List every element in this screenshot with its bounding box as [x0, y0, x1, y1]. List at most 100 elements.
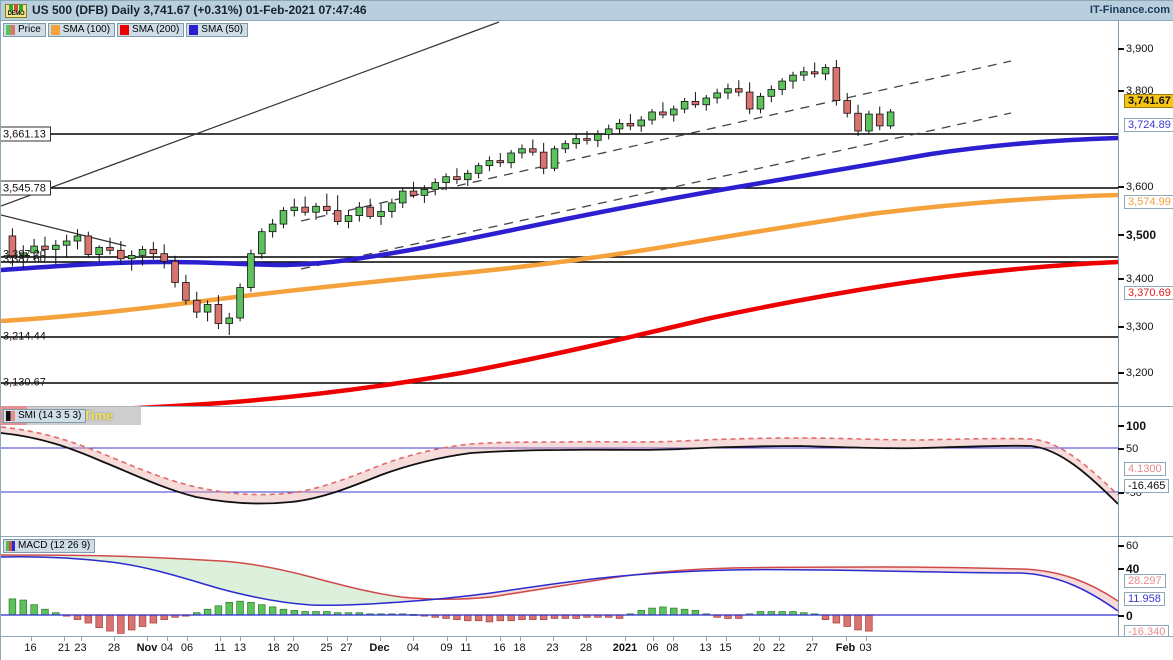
trendline-wedge — [1, 214, 127, 247]
candle — [268, 223, 277, 233]
price-tick-3400-mark — [1118, 278, 1124, 280]
date-label: 27 — [805, 642, 819, 654]
date-label: Feb — [835, 642, 856, 654]
price-tick-3200-mark — [1118, 372, 1124, 374]
candle — [810, 71, 819, 75]
candle — [832, 67, 841, 101]
legend-item-sma-50[interactable]: SMA (50) — [186, 23, 248, 37]
candle — [496, 160, 505, 164]
macd-bar — [268, 606, 277, 616]
smi-plot[interactable] — [1, 407, 1118, 536]
macd-tick-60-mark — [1118, 545, 1124, 547]
smi-swatch-icon — [6, 411, 15, 421]
candle — [290, 206, 299, 211]
date-tick — [114, 637, 115, 641]
candle — [550, 148, 559, 169]
macd-pane[interactable]: MACD (12 26 9) 60 40 0 28.297 11.958 -16… — [1, 536, 1173, 639]
candle — [312, 205, 320, 213]
candle — [680, 100, 689, 110]
price-pane[interactable]: 3,661.13 3,545.78 3,397.20 3,387.60 3,21… — [1, 21, 1173, 425]
candle — [236, 287, 244, 319]
smi-tick-50-mark — [1118, 448, 1124, 450]
legend-item-sma-200[interactable]: SMA (200) — [117, 23, 185, 37]
macd-histogram — [8, 598, 873, 634]
date-tick — [413, 637, 414, 641]
macd-line — [1, 555, 1118, 612]
date-axis[interactable]: 16 21 23 28 Nov 04 06 11 13 18 20 25 27 Dec 04 09 11 16 18… — [1, 636, 1173, 660]
macd-tick-40-mark — [1118, 568, 1124, 570]
candle — [192, 299, 201, 313]
macd-bar — [539, 614, 548, 620]
candle — [583, 138, 591, 141]
macd-tick-0-mark — [1118, 615, 1124, 617]
candle — [225, 317, 234, 324]
legend-item-macd[interactable]: MACD (12 26 9) — [3, 539, 96, 553]
candle — [800, 71, 808, 76]
candle — [735, 88, 743, 93]
macd-bar — [8, 598, 17, 616]
date-label: 04 — [160, 642, 174, 654]
macd-bar — [290, 610, 299, 616]
candle — [117, 249, 125, 260]
price-axis[interactable]: 3,900 3,800 3,600 3,500 3,400 3,300 3,20… — [1118, 21, 1173, 406]
candle — [323, 205, 331, 211]
sma-200-value-badge[interactable]: 3,370.69 — [1124, 286, 1173, 300]
candle — [214, 304, 223, 324]
date-label: 06 — [646, 642, 659, 654]
smi-signal-line — [1, 426, 1118, 496]
candle — [648, 111, 656, 121]
date-tick — [240, 637, 241, 641]
legend-item-price[interactable]: Price — [3, 23, 46, 37]
last-price-badge[interactable]: 3,741.67 — [1124, 94, 1173, 108]
macd-bar — [19, 599, 27, 616]
smi-value-badge[interactable]: -16.465 — [1124, 479, 1170, 493]
candle — [843, 100, 851, 114]
candle — [30, 245, 38, 254]
smi-pane[interactable]: SMI (14 3 5 3) 100 50 -50 4.1300 -16.465 — [1, 406, 1173, 536]
date-label: 16 — [24, 642, 37, 654]
level-label-3214: 3,214.44 — [3, 330, 46, 343]
macd-tick-0: 0 — [1126, 609, 1133, 623]
candle — [84, 235, 93, 255]
macd-signal-value-badge[interactable]: 28.297 — [1124, 574, 1166, 588]
candle — [854, 112, 862, 132]
candle — [789, 74, 797, 82]
candle — [561, 143, 570, 150]
candle — [106, 246, 114, 251]
candle — [529, 148, 537, 153]
candle — [301, 206, 309, 213]
candlestick-series — [8, 59, 895, 335]
macd-bar — [637, 610, 645, 616]
smi-axis[interactable]: 100 50 -50 4.1300 -16.465 — [1118, 407, 1173, 536]
candle — [398, 190, 407, 204]
date-label: 23 — [546, 642, 559, 654]
macd-value-badge[interactable]: 11.958 — [1124, 592, 1165, 606]
date-label: 11 — [460, 642, 472, 654]
smi-axis-divider — [1118, 407, 1119, 536]
price-plot[interactable]: 3,661.13 3,545.78 3,397.20 3,387.60 3,21… — [1, 21, 1118, 406]
smi-signal-value-badge[interactable]: 4.1300 — [1124, 462, 1166, 476]
price-tick-3900: 3,900 — [1126, 43, 1154, 55]
sma-100-value-badge[interactable]: 3,574.99 — [1124, 195, 1173, 209]
sma-50-value-badge[interactable]: 3,724.89 — [1124, 118, 1173, 132]
date-label: 13 — [699, 642, 712, 654]
brand-label: IT-Finance.com — [1089, 4, 1170, 16]
date-label: 08 — [666, 642, 679, 654]
legend-item-sma-100[interactable]: SMA (100) — [47, 23, 116, 37]
candle — [821, 67, 830, 75]
candle — [19, 252, 28, 257]
date-tick — [30, 637, 32, 641]
level-label-3387: 3,387.60 — [3, 253, 46, 266]
legend-label-sma-50: SMA (50) — [201, 24, 243, 35]
demo-badge-label: DEMO — [7, 11, 25, 17]
macd-histogram-value-badge[interactable]: -16.340 — [1124, 625, 1170, 639]
macd-plot[interactable] — [1, 537, 1118, 636]
macd-bar — [691, 610, 700, 616]
date-label: 22 — [772, 642, 786, 654]
macd-bar — [485, 614, 494, 623]
macd-axis[interactable]: 60 40 0 28.297 11.958 -16.340 — [1118, 537, 1173, 639]
macd-bar — [106, 614, 114, 632]
date-tick — [273, 637, 275, 641]
legend-item-smi[interactable]: SMI (14 3 5 3) — [3, 409, 87, 423]
